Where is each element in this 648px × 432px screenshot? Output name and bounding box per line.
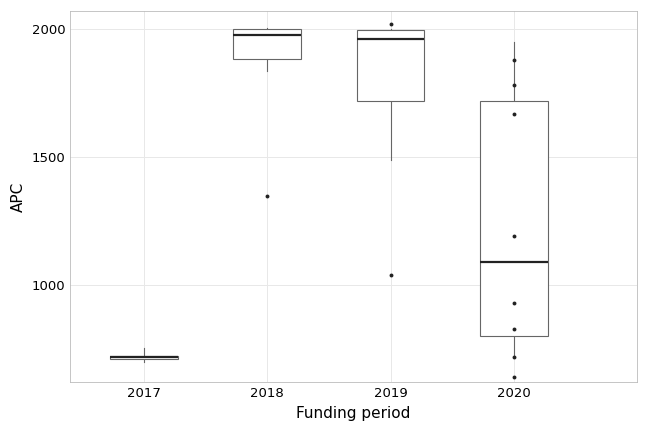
Bar [480,101,548,337]
Y-axis label: APC: APC [11,182,26,212]
Bar [356,30,424,101]
Bar [110,356,178,359]
X-axis label: Funding period: Funding period [296,406,411,421]
Bar [233,29,301,59]
